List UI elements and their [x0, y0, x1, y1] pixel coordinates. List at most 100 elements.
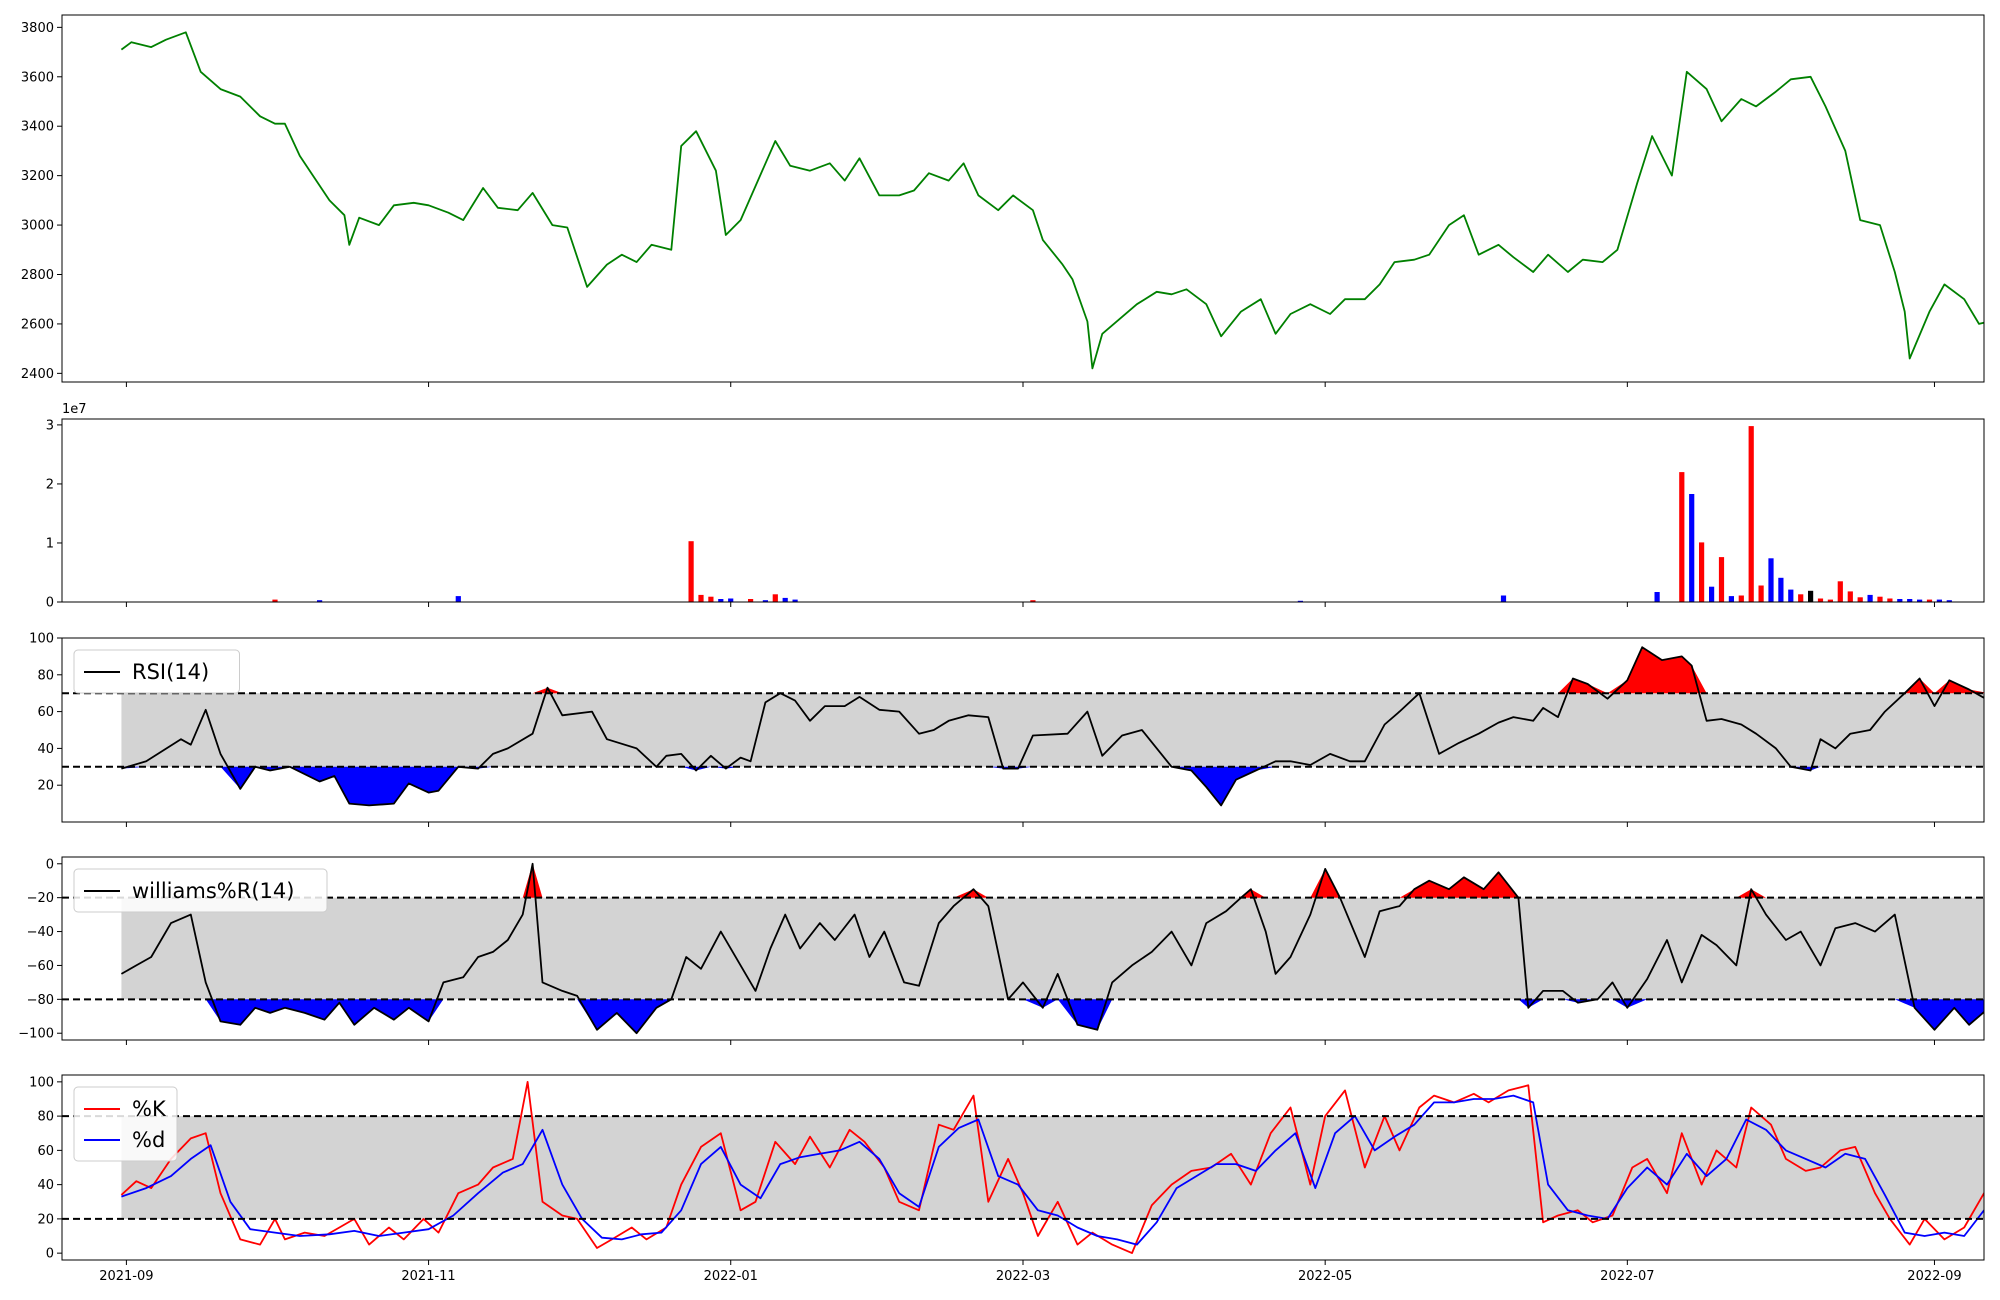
y-offset-label: 1e7 — [62, 402, 87, 417]
y-tick-label: 3 — [46, 418, 54, 433]
volume-bar — [782, 597, 788, 602]
volume-bar — [1946, 600, 1952, 602]
rsi-legend: RSI(14) — [73, 649, 240, 694]
panel-williams: −100 −80 −60 −40 −20 0 williams%R(14) — [18, 856, 1985, 1045]
y-tick-label: −100 — [18, 1027, 54, 1042]
panel-rsi: 20 40 60 80 100 RSI(14) — [29, 632, 1985, 827]
volume-axes-frame — [61, 418, 1985, 603]
volume-bar — [1728, 596, 1734, 602]
williams-legend: williams%R(14) — [73, 868, 328, 913]
volume-bar — [1897, 599, 1903, 602]
y-tick-label: 1 — [46, 536, 54, 551]
x-tick-label: 2022-03 — [996, 1269, 1050, 1284]
volume-bar — [1877, 596, 1883, 602]
legend-label: %d — [132, 1128, 165, 1152]
volume-bar — [1837, 581, 1843, 602]
x-tick-label: 2022-05 — [1298, 1269, 1352, 1284]
y-tick-label: 60 — [37, 705, 54, 720]
legend-box — [73, 649, 240, 694]
volume-bar — [455, 596, 461, 602]
price-line — [120, 31, 1984, 370]
volume-bar — [317, 600, 323, 602]
volume-bar — [1907, 599, 1913, 602]
y-tick-label: 0 — [46, 596, 54, 611]
legend-label: williams%R(14) — [132, 879, 294, 903]
volume-bar — [688, 541, 694, 602]
y-tick-label: 100 — [29, 1075, 54, 1090]
y-tick-label: 2800 — [21, 268, 54, 283]
volume-bar — [1867, 594, 1873, 602]
y-tick-label: 80 — [37, 1110, 54, 1125]
volume-bar — [1654, 592, 1660, 602]
-k-line — [120, 1081, 1984, 1254]
volume-bar — [728, 598, 734, 602]
volume-bar — [718, 599, 724, 602]
y-tick-label: 2 — [46, 477, 54, 492]
x-tick-label: 2022-07 — [1600, 1269, 1654, 1284]
-d-line — [121, 1094, 1984, 1246]
rsi-oversold-fill — [121, 766, 1984, 806]
y-tick-label: 80 — [37, 668, 54, 683]
volume-bar — [1699, 542, 1705, 602]
y-tick-label: −40 — [27, 925, 54, 940]
y-tick-label: 3200 — [21, 169, 54, 184]
volume-bar — [1788, 589, 1794, 602]
volume-bar — [1748, 426, 1754, 602]
volume-bar — [1709, 586, 1715, 602]
price-plot-area — [120, 31, 1984, 370]
x-tick-label: 2021-11 — [401, 1269, 455, 1284]
williams-plot-area — [62, 862, 1984, 1035]
volume-bar — [1500, 595, 1507, 602]
volume-plot-area — [272, 426, 1952, 602]
volume-bar — [1689, 494, 1695, 602]
y-tick-label: −20 — [27, 891, 54, 906]
y-tick-label: 20 — [37, 779, 54, 794]
y-tick-label: −60 — [27, 959, 54, 974]
volume-bar — [1936, 599, 1942, 602]
y-tick-label: 2400 — [21, 367, 54, 382]
volume-bar — [792, 599, 798, 602]
y-tick-label: 100 — [29, 632, 54, 647]
x-tick-label: 2022-09 — [1907, 1269, 1961, 1284]
rsi-14--line — [121, 646, 1984, 807]
volume-bar — [762, 600, 768, 602]
stochastic-plot-area — [62, 1081, 1984, 1254]
y-tick-label: 40 — [37, 1178, 54, 1193]
y-tick-label: 3600 — [21, 70, 54, 85]
rsi-plot-area — [62, 646, 1984, 807]
y-tick-label: 3400 — [21, 120, 54, 135]
y-tick-label: 60 — [37, 1144, 54, 1159]
panel-stochastic: 0 20 40 60 80 100 2021-09 2021-11 2022-01 2022-03… — [29, 1074, 1985, 1284]
rsi-overbought-fill — [121, 647, 1984, 694]
panel-volume: 0 1 2 3 1e7 — [46, 402, 1985, 611]
rsi-neutral-band — [121, 693, 1984, 767]
y-tick-label: 0 — [46, 1247, 54, 1262]
volume-bar — [1917, 599, 1923, 602]
y-tick-label: 3800 — [21, 21, 54, 36]
y-tick-label: 20 — [37, 1212, 54, 1227]
panel-price: 2400 2600 2800 3000 3200 3400 3600 3800 — [21, 14, 1985, 387]
legend-label: RSI(14) — [132, 660, 209, 684]
stochastic-neutral-band — [121, 1116, 1984, 1219]
volume-bar — [1768, 558, 1774, 602]
y-tick-label: 40 — [37, 742, 54, 757]
volume-bar — [1679, 472, 1685, 602]
y-tick-label: 2600 — [21, 317, 54, 332]
volume-bar — [748, 599, 754, 602]
volume-bar — [698, 594, 704, 602]
volume-bar — [1778, 577, 1784, 602]
price-axes-frame — [61, 14, 1985, 383]
volume-bar — [772, 594, 778, 602]
volume-bar — [1030, 600, 1036, 602]
volume-bar — [1887, 598, 1893, 602]
volume-bar — [1847, 591, 1853, 602]
volume-bar — [272, 599, 278, 602]
williams-neutral-band — [121, 897, 1984, 1000]
volume-bar — [1758, 585, 1764, 602]
volume-bar — [1297, 600, 1303, 602]
legend-box — [73, 1086, 178, 1162]
stochastic-legend: %K %d — [73, 1086, 178, 1162]
williams-overbought-fill — [121, 863, 1984, 898]
williams-oversold-fill — [121, 999, 1984, 1034]
